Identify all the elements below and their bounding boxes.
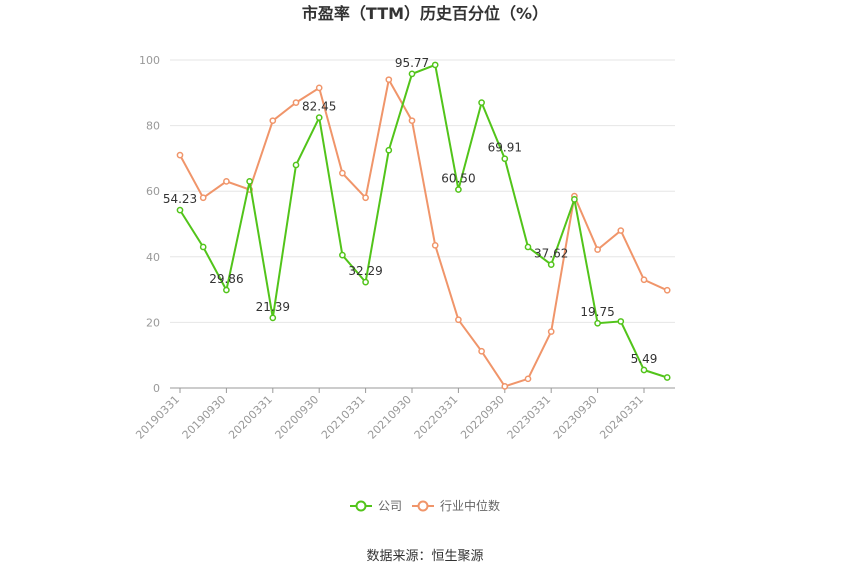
data-point[interactable] bbox=[408, 117, 416, 125]
chart-title: 市盈率（TTM）历史百分位（%） bbox=[302, 4, 548, 23]
data-point[interactable] bbox=[176, 151, 184, 159]
legend[interactable]: 公司 行业中位数 bbox=[350, 498, 500, 513]
series-line bbox=[179, 76, 668, 388]
data-point[interactable] bbox=[223, 286, 230, 294]
x-tick-label: 20220930 bbox=[458, 393, 507, 442]
data-point[interactable] bbox=[594, 319, 601, 327]
y-tick-label: 40 bbox=[146, 251, 160, 264]
data-point[interactable] bbox=[640, 366, 648, 374]
x-tick-label: 20200930 bbox=[273, 393, 322, 442]
series-layer bbox=[176, 61, 671, 390]
data-point[interactable] bbox=[385, 146, 393, 154]
data-label: 60.50 bbox=[441, 172, 475, 186]
y-tick-label: 20 bbox=[146, 316, 160, 329]
x-tick-label: 20220331 bbox=[412, 393, 461, 442]
y-axis: 0 20 40 60 80 100 bbox=[139, 54, 160, 395]
data-point[interactable] bbox=[408, 70, 416, 78]
data-point[interactable] bbox=[501, 383, 509, 390]
data-point[interactable] bbox=[246, 178, 253, 185]
legend-marker bbox=[355, 500, 367, 512]
y-tick-label: 100 bbox=[139, 54, 160, 67]
data-point[interactable] bbox=[223, 178, 230, 185]
data-point[interactable] bbox=[339, 169, 346, 177]
data-point[interactable] bbox=[431, 61, 439, 69]
data-label: 5.49 bbox=[631, 352, 658, 366]
data-point[interactable] bbox=[315, 114, 323, 121]
data-point[interactable] bbox=[176, 206, 184, 214]
data-point[interactable] bbox=[199, 243, 207, 251]
source-text: 数据来源：恒生聚源 bbox=[366, 549, 483, 564]
data-label: 54.23 bbox=[163, 192, 197, 206]
data-point[interactable] bbox=[617, 227, 625, 234]
data-label: 32.29 bbox=[348, 264, 382, 278]
data-point[interactable] bbox=[617, 318, 625, 325]
data-label: 21.39 bbox=[256, 300, 290, 314]
x-tick-label: 20190930 bbox=[180, 393, 229, 442]
data-point[interactable] bbox=[663, 286, 671, 294]
y-tick-label: 80 bbox=[146, 120, 160, 133]
x-tick-label: 20230331 bbox=[505, 393, 554, 442]
data-point[interactable] bbox=[315, 84, 323, 92]
data-point[interactable] bbox=[524, 375, 532, 383]
data-label: 19.75 bbox=[580, 305, 614, 319]
data-point[interactable] bbox=[431, 241, 439, 249]
legend-label: 行业中位数 bbox=[440, 498, 500, 513]
data-point[interactable] bbox=[269, 314, 277, 322]
series-line bbox=[179, 63, 668, 379]
data-point[interactable] bbox=[269, 117, 277, 125]
data-label: 29.86 bbox=[209, 272, 243, 286]
x-tick-label: 20240331 bbox=[597, 393, 646, 442]
data-point[interactable] bbox=[478, 347, 485, 355]
x-tick-label: 20190331 bbox=[133, 393, 182, 442]
data-label: 95.77 bbox=[395, 56, 429, 70]
legend-item[interactable]: 行业中位数 bbox=[412, 498, 500, 513]
data-point[interactable] bbox=[478, 99, 485, 106]
data-point[interactable] bbox=[524, 243, 532, 251]
data-point[interactable] bbox=[362, 194, 369, 202]
y-tick-label: 60 bbox=[146, 185, 160, 198]
legend-marker bbox=[417, 500, 429, 512]
data-point[interactable] bbox=[199, 194, 207, 202]
legend-label: 公司 bbox=[378, 499, 402, 513]
data-label: 37.62 bbox=[534, 247, 568, 261]
x-tick-label: 20210331 bbox=[319, 393, 368, 442]
x-tick-label: 20230930 bbox=[551, 393, 600, 442]
data-point[interactable] bbox=[640, 276, 648, 284]
data-point[interactable] bbox=[292, 99, 300, 106]
data-point[interactable] bbox=[362, 278, 369, 286]
x-axis: 2019033120190930202003312020093020210331… bbox=[133, 387, 675, 442]
data-point[interactable] bbox=[547, 261, 555, 268]
y-tick-label: 0 bbox=[153, 382, 160, 395]
data-point[interactable] bbox=[571, 196, 578, 203]
data-point[interactable] bbox=[455, 316, 462, 324]
data-point[interactable] bbox=[455, 186, 462, 193]
x-tick-label: 20200331 bbox=[226, 393, 275, 442]
grid bbox=[170, 59, 675, 389]
data-point[interactable] bbox=[663, 374, 671, 381]
x-tick-label: 20210930 bbox=[365, 393, 414, 442]
data-point[interactable] bbox=[501, 155, 509, 163]
data-labels: 54.23 29.86 21.39 82.45 32.29 95.77 60.50 69.91… bbox=[163, 56, 658, 366]
data-point[interactable] bbox=[292, 161, 300, 169]
data-point[interactable] bbox=[385, 76, 393, 84]
data-point[interactable] bbox=[339, 251, 346, 259]
data-label: 69.91 bbox=[488, 141, 522, 155]
data-point[interactable] bbox=[594, 246, 601, 253]
data-label: 82.45 bbox=[302, 100, 336, 114]
legend-item[interactable]: 公司 bbox=[350, 499, 402, 513]
data-point[interactable] bbox=[547, 328, 555, 335]
